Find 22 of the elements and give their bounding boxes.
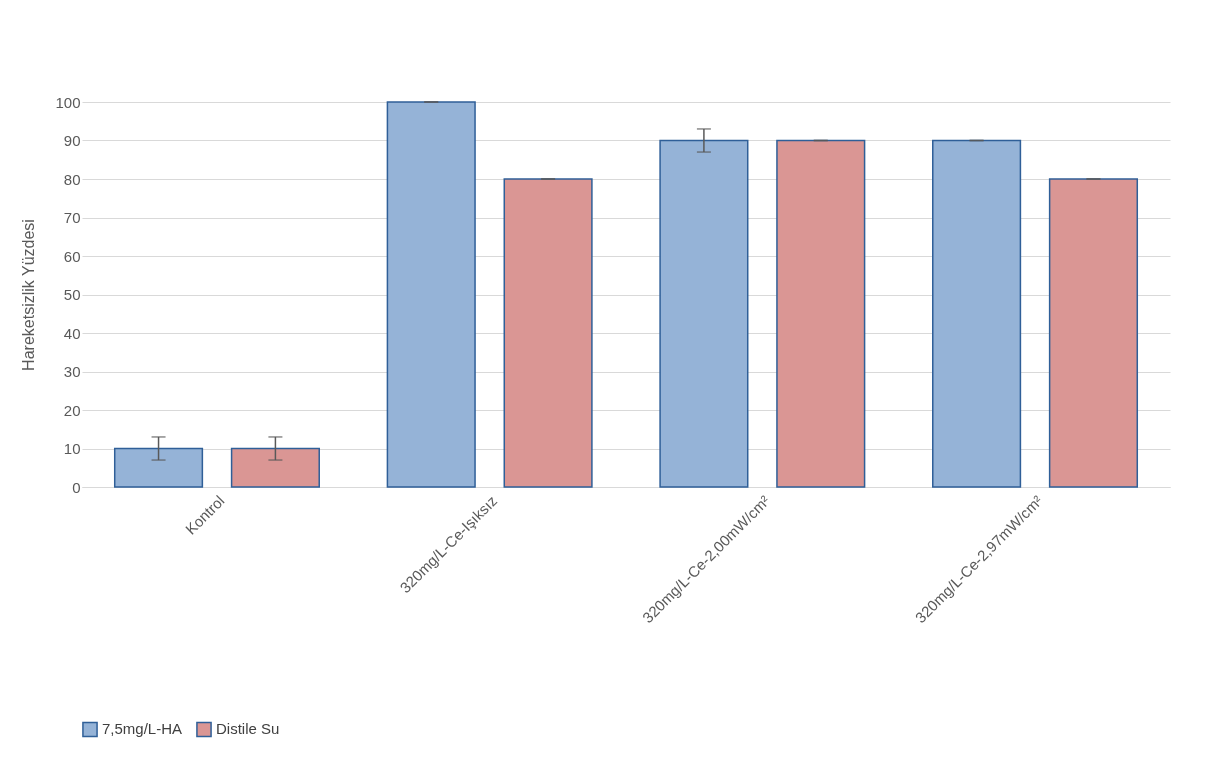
legend-label: 7,5mg/L-HA xyxy=(102,720,183,738)
y-tick-label: 0 xyxy=(72,478,81,496)
bar xyxy=(1048,178,1139,488)
y-tick-label: 20 xyxy=(63,401,81,419)
y-tick-label: 40 xyxy=(63,324,81,342)
bar xyxy=(386,101,476,488)
y-tick-label: 80 xyxy=(63,170,81,188)
y-tick-label: 10 xyxy=(63,440,81,457)
y-tick-label: 100 xyxy=(55,93,81,111)
y-tick-label: 70 xyxy=(63,209,81,226)
y-tick-label: 50 xyxy=(63,286,81,303)
y-tick-label: 60 xyxy=(63,247,81,265)
bar xyxy=(776,139,866,488)
bar xyxy=(659,139,749,488)
bar xyxy=(230,447,320,488)
bar xyxy=(932,139,1022,488)
y-tick-label: 30 xyxy=(63,363,81,380)
y-axis-title: Hareketsizlik Yüzdesi xyxy=(20,219,38,371)
legend-label: Distile Su xyxy=(216,720,280,738)
bar xyxy=(503,178,593,488)
bar xyxy=(113,447,204,488)
y-tick-label: 90 xyxy=(63,132,81,149)
